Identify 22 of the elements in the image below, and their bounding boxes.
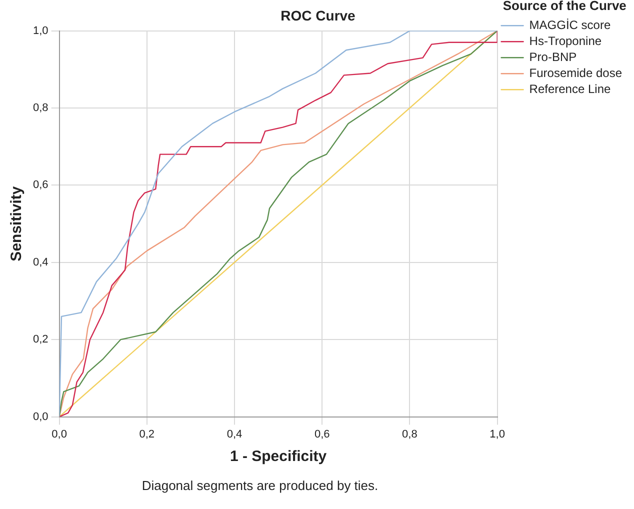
x-tick-label: 0,0 (52, 428, 67, 440)
y-tick-label: 0,0 (32, 410, 48, 423)
y-axis-title: Sensitivity (8, 186, 26, 262)
x-tick-label: 0,4 (226, 428, 242, 440)
legend-title: Source of the Curve (502, 0, 626, 14)
legend-label: Furosemide dose (529, 66, 622, 80)
y-tick-label: 0,2 (32, 334, 48, 346)
x-tick-label: 0,2 (139, 428, 155, 440)
x-tick-label: 1,0 (490, 428, 505, 440)
text: Diagonal segments are produced by ties. (140, 478, 380, 493)
legend-label: Reference Line (529, 82, 611, 96)
x-tick-label: 0,8 (402, 428, 418, 440)
y-tick-label: 1,0 (32, 24, 48, 37)
x-axis-title: 1 - Specificity (230, 448, 328, 466)
legend-label: MAGGİC score (529, 18, 611, 32)
y-tick-label: 0,6 (32, 179, 48, 192)
legend-label: Pro-BNP (529, 50, 577, 64)
chart-title: ROC Curve (280, 7, 356, 24)
x-tick-label: 0,6 (314, 428, 330, 440)
y-tick-label: 0,8 (32, 102, 48, 114)
legend-label: Hs-Troponine (529, 34, 602, 48)
y-tick-label: 0,4 (32, 256, 48, 268)
